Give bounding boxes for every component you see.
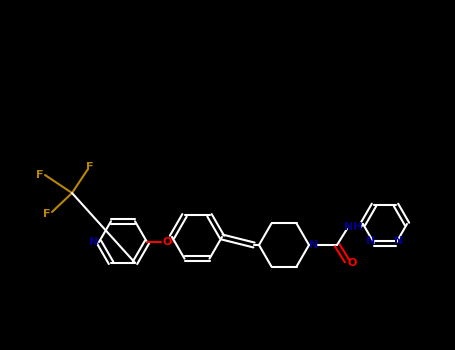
Text: N: N [394, 236, 404, 246]
Text: N: N [366, 236, 376, 246]
Text: F: F [86, 162, 94, 172]
Text: N: N [309, 240, 318, 250]
Text: F: F [36, 170, 44, 180]
Text: N: N [89, 237, 99, 247]
Text: O: O [347, 258, 357, 268]
Text: NH: NH [344, 222, 362, 232]
Text: F: F [43, 209, 51, 219]
Text: O: O [162, 237, 172, 247]
